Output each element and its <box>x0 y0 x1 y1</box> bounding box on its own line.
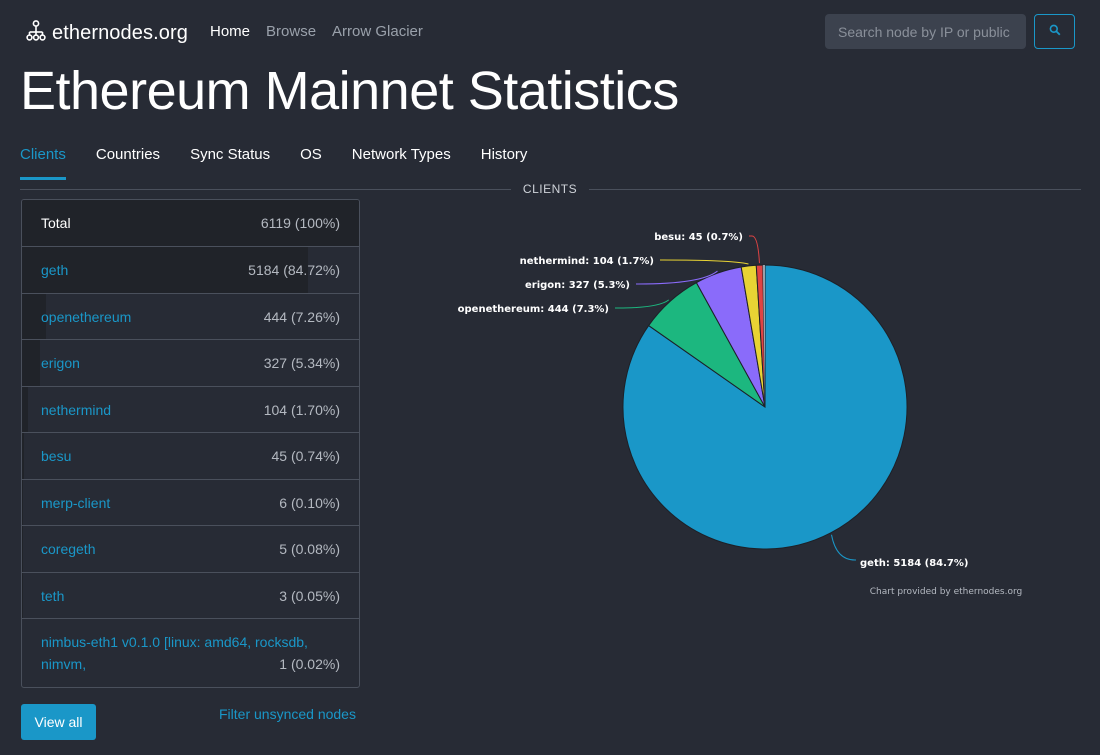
client-link[interactable]: coregeth <box>41 541 96 557</box>
share-bar <box>22 387 28 432</box>
client-link[interactable]: besu <box>41 448 72 464</box>
tab-history[interactable]: History <box>480 146 528 163</box>
pie-label-connectors <box>615 235 856 561</box>
tab-countries[interactable]: Countries <box>95 146 161 163</box>
table-row: besu 45 (0.74%) <box>22 433 359 480</box>
pie-slice-besu[interactable] <box>755 264 766 408</box>
share-bar <box>22 200 359 246</box>
table-row: merp-client 6 (0.10%) <box>22 480 359 526</box>
section-label: CLIENTS <box>522 182 578 196</box>
table-row: nimbus-eth1 v0.1.0 [linux: amd64, rocksd… <box>22 619 359 687</box>
pie-connector-geth <box>831 534 856 561</box>
table-row: coregeth 5 (0.08%) <box>22 526 359 573</box>
table-row-total: Total 6119 (100%) <box>22 200 359 247</box>
client-link[interactable]: nimbus-eth1 v0.1.0 [linux: amd64, rocksd… <box>41 634 308 672</box>
nav-arrow-glacier[interactable]: Arrow Glacier <box>332 23 423 40</box>
page-title: Ethereum Mainnet Statistics <box>20 61 679 121</box>
clients-table: Total 6119 (100%) geth 5184 (84.72%) ope… <box>21 199 360 688</box>
pie-label-erigon: erigon: 327 (5.3%) <box>525 280 630 291</box>
client-count: 104 (1.70%) <box>263 401 340 418</box>
share-bar <box>22 340 40 386</box>
table-row: geth 5184 (84.72%) <box>22 247 359 294</box>
pie-connector-nethermind <box>660 259 749 265</box>
network-logo-icon <box>26 20 46 47</box>
client-link[interactable]: geth <box>41 262 69 278</box>
pie-slice-others[interactable] <box>762 265 765 407</box>
client-link[interactable]: erigon <box>41 355 80 371</box>
tab-network-types[interactable]: Network Types <box>351 146 451 163</box>
client-link[interactable]: teth <box>41 587 65 604</box>
client-count: 1 (0.02%) <box>279 656 340 672</box>
nav-browse[interactable]: Browse <box>266 23 317 40</box>
tab-sync-status[interactable]: Sync Status <box>190 146 271 163</box>
pie-label-geth: geth: 5184 (84.7%) <box>860 558 968 569</box>
client-link[interactable]: nethermind <box>41 401 112 418</box>
table-row: nethermind 104 (1.70%) <box>22 387 359 433</box>
row-label: Total <box>41 215 71 231</box>
search-input[interactable] <box>825 14 1026 49</box>
share-bar <box>22 433 25 479</box>
stats-tabs: Clients Countries Sync Status OS Network… <box>20 146 557 180</box>
client-count: 6 (0.10%) <box>279 494 340 511</box>
client-count: 45 (0.74%) <box>271 448 340 464</box>
share-bar <box>22 294 47 339</box>
pie-connector-besu <box>749 235 760 264</box>
row-value: 6119 (100%) <box>260 215 340 231</box>
tab-clients[interactable]: Clients <box>20 146 66 180</box>
main-nav: Home Browse Arrow Glacier <box>210 23 423 40</box>
view-all-button[interactable]: View all <box>21 704 96 740</box>
search-button[interactable] <box>1034 14 1075 49</box>
table-row: openethereum 444 (7.26%) <box>22 294 359 340</box>
client-link[interactable]: merp-client <box>41 494 111 511</box>
pie-slice-geth[interactable] <box>622 264 908 550</box>
divider-left <box>20 189 511 190</box>
pie-label-besu: besu: 45 (0.7%) <box>654 232 743 243</box>
clients-pie-chart: geth: 5184 (84.7%) openethereum: 444 (7.3… <box>458 232 1023 597</box>
pie-connector-erigon <box>636 270 718 285</box>
client-count: 5184 (84.72%) <box>248 262 340 278</box>
client-link[interactable]: openethereum <box>41 308 132 325</box>
client-count: 5 (0.08%) <box>279 541 340 557</box>
share-bar <box>22 247 308 293</box>
divider-right <box>589 189 1081 190</box>
table-row: erigon 327 (5.34%) <box>22 340 359 387</box>
brand-name: ethernodes.org <box>52 22 188 44</box>
pie-slices <box>622 264 908 550</box>
client-count: 3 (0.05%) <box>279 587 340 604</box>
client-count: 327 (5.34%) <box>263 355 340 371</box>
navbar: ethernodes.org Home Browse Arrow Glacier <box>0 0 1100 62</box>
nav-home[interactable]: Home <box>210 23 251 40</box>
pie-connector-openethereum <box>615 299 670 309</box>
pie-label-nethermind: nethermind: 104 (1.7%) <box>520 256 654 267</box>
pie-labels: geth: 5184 (84.7%) openethereum: 444 (7.3… <box>458 232 969 569</box>
filter-unsynced-link[interactable]: Filter unsynced nodes <box>219 706 356 722</box>
chart-credit[interactable]: Chart provided by ethernodes.org <box>870 587 1023 597</box>
search-icon <box>1049 24 1061 39</box>
tab-os[interactable]: OS <box>300 146 322 163</box>
pie-label-openethereum: openethereum: 444 (7.3%) <box>458 304 609 315</box>
client-count: 444 (7.26%) <box>263 308 340 325</box>
table-row: teth 3 (0.05%) <box>22 573 359 619</box>
brand-link[interactable]: ethernodes.org <box>26 20 188 47</box>
